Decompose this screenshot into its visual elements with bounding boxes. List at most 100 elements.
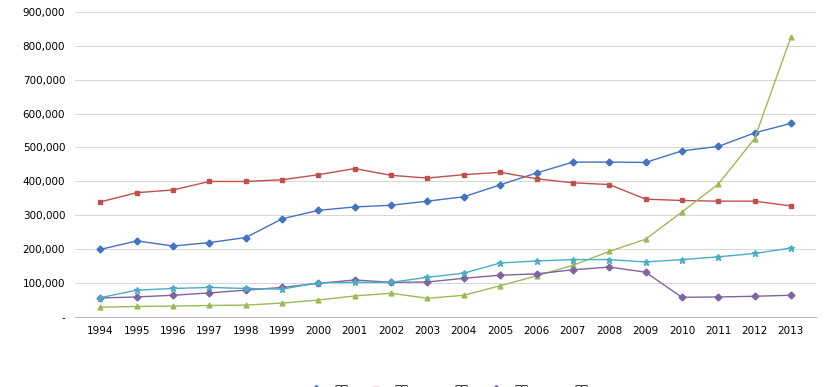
미국 bbox=[786, 121, 796, 126]
독일 bbox=[168, 293, 178, 298]
일본 bbox=[204, 179, 214, 184]
미국 bbox=[677, 149, 687, 153]
독일 bbox=[459, 276, 469, 281]
독일 bbox=[531, 272, 541, 276]
일본 bbox=[96, 200, 106, 204]
미국 bbox=[204, 240, 214, 245]
한국 bbox=[387, 280, 397, 285]
미국 bbox=[96, 247, 106, 252]
독일 bbox=[422, 280, 432, 284]
일본 bbox=[241, 179, 251, 184]
Legend: 미국, 일본, 중국, 독일, 한국: 미국, 일본, 중국, 독일, 한국 bbox=[302, 384, 589, 387]
중국 bbox=[422, 296, 432, 301]
일본 bbox=[387, 173, 397, 178]
미국 bbox=[641, 160, 651, 165]
독일 bbox=[495, 273, 505, 277]
중국 bbox=[604, 249, 614, 254]
한국 bbox=[350, 280, 360, 285]
중국 bbox=[132, 304, 142, 309]
중국 bbox=[750, 136, 760, 141]
Line: 일본: 일본 bbox=[98, 166, 793, 208]
한국 bbox=[132, 288, 142, 293]
한국 bbox=[277, 287, 287, 291]
일본 bbox=[168, 188, 178, 192]
한국 bbox=[459, 271, 469, 276]
한국 bbox=[96, 295, 106, 300]
중국 bbox=[168, 304, 178, 308]
미국 bbox=[132, 238, 142, 243]
일본 bbox=[313, 172, 323, 177]
Line: 한국: 한국 bbox=[97, 245, 794, 301]
일본 bbox=[459, 172, 469, 177]
중국 bbox=[459, 293, 469, 298]
중국 bbox=[786, 35, 796, 39]
중국 bbox=[641, 237, 651, 241]
독일 bbox=[604, 265, 614, 269]
한국 bbox=[713, 255, 723, 259]
독일 bbox=[568, 267, 578, 272]
중국 bbox=[96, 305, 106, 310]
한국 bbox=[422, 275, 432, 279]
중국 bbox=[313, 298, 323, 302]
중국 bbox=[387, 291, 397, 296]
독일 bbox=[677, 295, 687, 300]
독일 bbox=[350, 277, 360, 282]
일본 bbox=[531, 176, 541, 181]
일본 bbox=[277, 177, 287, 182]
미국 bbox=[604, 160, 614, 164]
중국 bbox=[495, 283, 505, 288]
미국 bbox=[750, 130, 760, 135]
한국 bbox=[750, 251, 760, 256]
일본 bbox=[132, 190, 142, 195]
미국 bbox=[277, 216, 287, 221]
중국 bbox=[713, 182, 723, 187]
일본 bbox=[604, 182, 614, 187]
한국 bbox=[204, 285, 214, 290]
일본 bbox=[750, 199, 760, 204]
독일 bbox=[132, 295, 142, 299]
미국 bbox=[568, 160, 578, 164]
독일 bbox=[713, 295, 723, 299]
독일 bbox=[786, 293, 796, 298]
Line: 독일: 독일 bbox=[98, 265, 793, 300]
미국 bbox=[350, 205, 360, 209]
미국 bbox=[531, 171, 541, 175]
중국 bbox=[568, 263, 578, 268]
미국 bbox=[713, 144, 723, 149]
중국 bbox=[677, 210, 687, 214]
독일 bbox=[750, 294, 760, 299]
일본 bbox=[786, 204, 796, 208]
한국 bbox=[641, 260, 651, 264]
Line: 미국: 미국 bbox=[98, 121, 793, 252]
한국 bbox=[313, 280, 323, 285]
미국 bbox=[422, 199, 432, 204]
한국 bbox=[531, 259, 541, 263]
중국 bbox=[204, 303, 214, 308]
일본 bbox=[641, 197, 651, 202]
독일 bbox=[96, 296, 106, 300]
독일 bbox=[641, 270, 651, 274]
독일 bbox=[313, 281, 323, 286]
한국 bbox=[168, 286, 178, 291]
일본 bbox=[568, 180, 578, 185]
한국 bbox=[568, 257, 578, 262]
중국 bbox=[241, 303, 251, 307]
미국 bbox=[168, 244, 178, 248]
일본 bbox=[495, 170, 505, 175]
독일 bbox=[277, 285, 287, 290]
한국 bbox=[241, 286, 251, 291]
미국 bbox=[495, 183, 505, 187]
미국 bbox=[459, 194, 469, 199]
미국 bbox=[241, 235, 251, 240]
미국 bbox=[387, 203, 397, 207]
Line: 중국: 중국 bbox=[98, 35, 793, 310]
일본 bbox=[422, 176, 432, 180]
독일 bbox=[204, 291, 214, 295]
중국 bbox=[350, 294, 360, 298]
한국 bbox=[495, 261, 505, 265]
한국 bbox=[786, 246, 796, 250]
독일 bbox=[387, 280, 397, 285]
일본 bbox=[713, 199, 723, 204]
한국 bbox=[677, 257, 687, 262]
일본 bbox=[350, 166, 360, 171]
